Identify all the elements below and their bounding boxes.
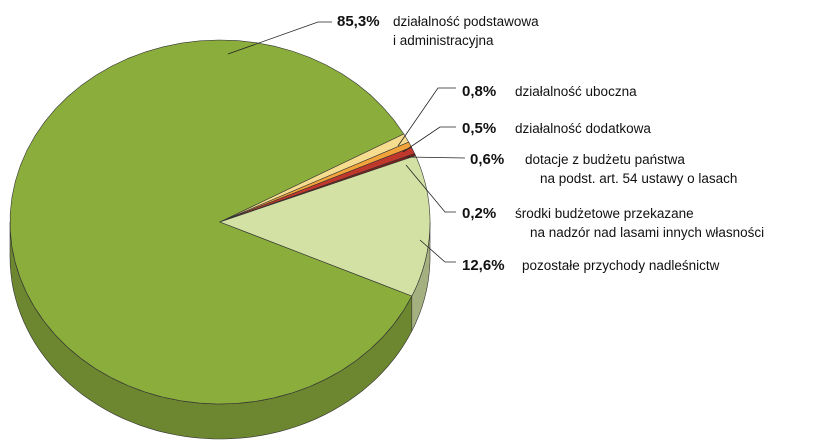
category-label: działalność dodatkowa — [515, 121, 651, 136]
pie-slice — [219, 155, 431, 297]
category-line: działalność podstawowa — [393, 14, 539, 29]
category-line: na podst. art. 54 ustawy o lasach — [540, 171, 737, 186]
category-label: dotacje z budżetu państwa na podst. art. … — [525, 152, 737, 186]
value-label: 0,6% — [470, 151, 504, 168]
value-label: 85,3% — [337, 13, 380, 30]
category-label: środki budżetowe przekazane na nadzór nad… — [515, 206, 764, 240]
leader-line — [402, 126, 456, 153]
leader-line — [406, 156, 466, 159]
category-line: pozostałe przychody nadleśnictw — [522, 258, 720, 273]
pie-slice — [219, 146, 416, 223]
value-label: 0,2% — [462, 205, 496, 222]
pie-slice — [219, 153, 417, 223]
category-line: i administracyjna — [393, 33, 494, 48]
leader-line — [419, 239, 456, 263]
category-label: działalność podstawowa i administracyjna — [393, 14, 539, 48]
pie-slice — [9, 39, 413, 405]
value-label: 0,5% — [462, 120, 496, 137]
leader-line — [227, 21, 332, 55]
category-line: działalność dodatkowa — [515, 121, 651, 136]
category-line: dotacje z budżetu państwa — [525, 152, 685, 167]
category-label: pozostałe przychody nadleśnictw — [522, 258, 720, 273]
category-line: środki budżetowe przekazane — [515, 206, 694, 221]
category-line: na nadzór nad lasami innych własności — [530, 225, 764, 240]
leader-line — [397, 87, 456, 147]
value-label: 0,8% — [462, 83, 496, 100]
category-label: działalność uboczna — [515, 84, 637, 99]
category-line: działalność uboczna — [515, 84, 637, 99]
pie-slice — [219, 133, 410, 223]
leader-line — [405, 164, 456, 213]
value-label: 12,6% — [462, 257, 505, 274]
